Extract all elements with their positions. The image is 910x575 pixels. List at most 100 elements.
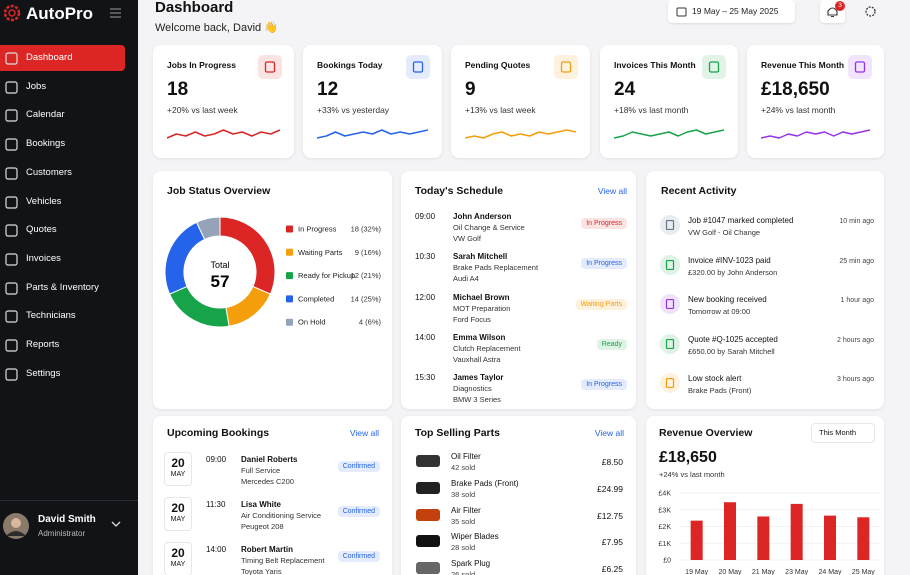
- part-price: £6.25: [601, 564, 623, 575]
- sidebar: AutoPro Dashboard Jobs Calendar Bookings Cust…: [0, 0, 138, 575]
- nav-icon: [5, 253, 18, 266]
- legend-label: On Hold: [298, 318, 326, 327]
- graphic: [854, 61, 866, 73]
- vehicle: Ford Focus: [453, 314, 491, 324]
- part-price: £12.75: [597, 510, 623, 521]
- nav-item[interactable]: Vehicles: [0, 189, 125, 215]
- graphic: [5, 310, 18, 323]
- nav-item[interactable]: Bookings: [0, 131, 125, 157]
- nav-icon: [5, 224, 18, 237]
- nav-item[interactable]: Invoices: [0, 246, 125, 272]
- graphic: [5, 167, 18, 180]
- service: MOT Preparation: [453, 303, 511, 313]
- nav-item[interactable]: Reports: [0, 332, 125, 358]
- card-title: Today's Schedule: [415, 185, 504, 197]
- card-title: Top Selling Parts: [415, 427, 500, 439]
- nav-label: Technicians: [26, 310, 76, 322]
- nav-item[interactable]: Customers: [0, 160, 125, 186]
- legend-value: 18 (32%): [351, 225, 382, 234]
- service: Oil Change & Service: [453, 223, 525, 232]
- nav-item[interactable]: Settings: [0, 361, 125, 387]
- x-tick-label: 20 May: [719, 569, 742, 575]
- view-all-link[interactable]: View all: [349, 428, 379, 438]
- nav-item[interactable]: Calendar: [0, 102, 125, 128]
- customer-name: Daniel Roberts: [241, 455, 298, 464]
- stat-value: 12: [317, 79, 339, 100]
- card-title: Recent Activity: [661, 185, 737, 197]
- graphic: [416, 535, 440, 548]
- notifications[interactable]: 3: [820, 0, 845, 23]
- booking-day: 20: [171, 501, 185, 515]
- period-select[interactable]: This Month: [811, 423, 875, 443]
- y-tick-label: £3K: [659, 507, 672, 514]
- vehicle: BMW 3 Series: [453, 395, 501, 405]
- donut-segment: [168, 285, 230, 328]
- graphic: [676, 7, 687, 17]
- part-image: [416, 481, 440, 494]
- stat-value: 24: [614, 79, 636, 100]
- revenue-change: +24% vs last month: [659, 470, 725, 479]
- nav-item[interactable]: Jobs: [0, 74, 125, 100]
- settings-icon: [865, 6, 876, 17]
- nav-item[interactable]: Dashboard: [0, 45, 125, 71]
- graphic: [317, 129, 428, 139]
- stat-label: Bookings Today: [317, 60, 383, 70]
- graphic: [5, 281, 18, 295]
- donut-segment: [164, 221, 206, 295]
- part-name: Spark Plug: [451, 559, 491, 569]
- activity-icon: [660, 333, 680, 354]
- graphic: [761, 129, 870, 139]
- graphic: [264, 61, 276, 73]
- legend-label: In Progress: [298, 225, 337, 234]
- x-tick-label: 21 May: [752, 569, 775, 575]
- nav-item[interactable]: Quotes: [0, 217, 125, 243]
- parts-card: Top Selling Parts View all Oil Filter 42 so…: [401, 416, 636, 575]
- service: Diagnostics: [453, 384, 492, 394]
- nav-icon: [5, 138, 18, 151]
- graphic: [665, 259, 675, 270]
- stat-label: Jobs In Progress: [167, 60, 236, 70]
- graphic: [827, 7, 838, 18]
- service: Timing Belt Replacement: [241, 556, 325, 565]
- vehicle: Mercedes C200: [241, 477, 294, 486]
- graphic: [412, 61, 424, 73]
- customer-name: James Taylor: [453, 373, 504, 383]
- icon: [708, 61, 720, 73]
- schedule-time: 12:00: [415, 292, 436, 302]
- y-tick-label: £4K: [659, 491, 672, 498]
- date-range: 19 May – 25 May 2025: [692, 6, 779, 16]
- nav-item[interactable]: Technicians: [0, 303, 125, 329]
- graphic: [665, 299, 675, 309]
- booking-time: 09:00: [206, 455, 227, 464]
- activity-detail: Tomorrow at 09:00: [688, 307, 751, 316]
- legend-value: 12 (21%): [351, 271, 382, 280]
- date-picker[interactable]: 19 May – 25 May 2025: [668, 0, 795, 23]
- view-all-link[interactable]: View all: [597, 186, 627, 196]
- nav-label: Parts & Inventory: [26, 281, 99, 293]
- job-status-card: Job Status Overview In Progress 18 (32%) Wa…: [153, 171, 392, 409]
- stat-value: 9: [465, 79, 476, 100]
- legend-label: Completed: [298, 294, 334, 303]
- part-image: [416, 562, 440, 575]
- icon: [665, 299, 675, 309]
- booking-day: 20: [171, 456, 185, 470]
- status-badge: In Progress: [581, 258, 627, 270]
- stat-icon: [702, 55, 726, 79]
- part-sold: 38 sold: [451, 489, 476, 499]
- stat-label: Revenue This Month: [761, 60, 845, 70]
- vehicle: Peugeot 208: [241, 522, 284, 531]
- settings-button[interactable]: [858, 0, 883, 23]
- status-badge: Waiting Parts: [575, 298, 627, 310]
- view-all-link[interactable]: View all: [594, 428, 624, 438]
- icon: [665, 338, 675, 349]
- stat-label: Pending Quotes: [465, 60, 531, 70]
- activity-text: Quote #Q-1025 accepted: [688, 334, 778, 344]
- nav-item[interactable]: Parts & Inventory: [0, 275, 125, 301]
- stat-card: Pending Quotes 9 +13% vs last week: [451, 45, 590, 158]
- chevron: [111, 521, 121, 527]
- nav-label: Vehicles: [26, 195, 62, 207]
- stat-icon: [554, 55, 578, 79]
- sparkline: [167, 129, 280, 139]
- part-name: Brake Pads (Front): [451, 478, 519, 488]
- page-title: Dashboard: [155, 0, 234, 16]
